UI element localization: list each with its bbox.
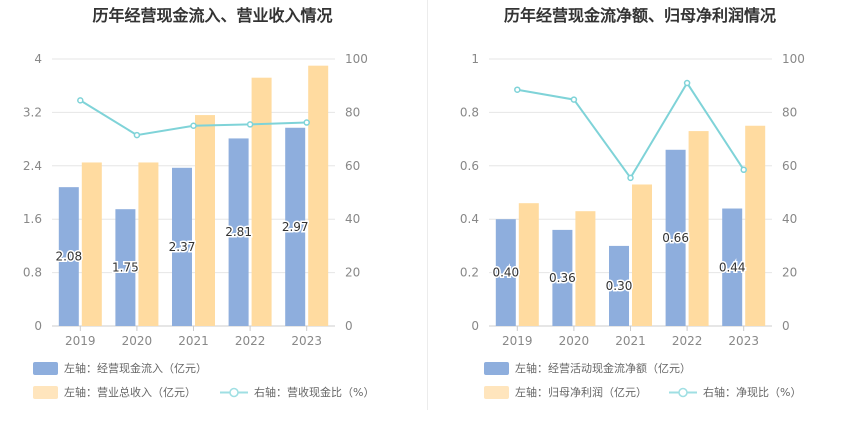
left-axis-tick-0-1: 0.8 xyxy=(23,266,42,280)
legend-right-bar2-label: 左轴：归母净利润（亿元） xyxy=(515,386,647,399)
bar-0-series0-2022 xyxy=(228,138,249,326)
left-axis-tick-1-0: 0 xyxy=(471,319,479,333)
bar-0-series1-2020 xyxy=(138,162,159,326)
line-point-1-0 xyxy=(514,86,521,93)
x-axis-label-1-0: 2019 xyxy=(502,334,533,348)
legend-left-line-swatch xyxy=(220,387,248,397)
line-point-0-0 xyxy=(77,97,84,104)
bar-0-series1-2019 xyxy=(81,162,102,326)
line-series-1 xyxy=(517,81,745,180)
x-axis-label-0-1: 2020 xyxy=(122,334,153,348)
left-axis-tick-0-2: 1.6 xyxy=(23,212,42,226)
bar-0-series0-2019 xyxy=(58,187,79,326)
data-label-1-0: 0.40 xyxy=(492,266,519,280)
line-point-0-3 xyxy=(246,121,254,128)
bar-1-series0-2023 xyxy=(722,208,743,326)
left-axis-tick-1-5: 1 xyxy=(471,52,479,66)
bar-0-series0-2020 xyxy=(115,209,136,326)
chart-title-left: 历年经营现金流入、营业收入情况 xyxy=(92,6,333,25)
x-axis-label-0-4: 2023 xyxy=(291,334,322,348)
line-point-1-1 xyxy=(570,96,578,103)
x-axis-label-0-3: 2022 xyxy=(235,334,266,348)
bar-1-series1-2020 xyxy=(575,211,596,326)
panel-divider xyxy=(427,0,428,410)
data-label-0-0: 2.08 xyxy=(55,250,82,264)
line-point-0-4 xyxy=(303,119,310,126)
right-axis-tick-0-4: 80 xyxy=(345,105,360,119)
line-point-1-3 xyxy=(683,79,691,87)
legend-right-bar1-label: 左轴：经营活动现金流净额（亿元） xyxy=(515,362,691,375)
legend-left-bar2-swatch xyxy=(33,385,58,399)
bar-1-series0-2022 xyxy=(665,149,686,326)
right-axis-tick-1-4: 80 xyxy=(782,105,797,119)
bar-1-series1-2022 xyxy=(688,131,709,326)
bar-1-series0-2020 xyxy=(552,229,573,326)
right-axis-tick-0-2: 40 xyxy=(345,212,360,226)
legend-right-line[interactable]: 右轴：净现比（%） xyxy=(669,384,801,400)
legend-left-bar1-label: 左轴：经营现金流入（亿元） xyxy=(64,362,207,375)
right-axis-tick-1-3: 60 xyxy=(782,159,797,173)
right-axis-tick-1-0: 0 xyxy=(782,319,790,333)
bar-1-series1-2023 xyxy=(745,125,766,326)
legend-right-bar2[interactable]: 左轴：归母净利润（亿元） xyxy=(484,384,647,400)
x-axis-label-1-2: 2021 xyxy=(615,334,646,348)
line-point-1-4 xyxy=(740,166,747,174)
left-axis-tick-1-2: 0.4 xyxy=(460,212,479,226)
legend-left-bar2[interactable]: 左轴：营业总收入（亿元） xyxy=(33,384,196,400)
data-label-1-1: 0.36 xyxy=(549,271,576,285)
right-axis-tick-1-5: 100 xyxy=(782,52,805,66)
data-label-0-4: 2.97 xyxy=(282,220,309,234)
left-axis-tick-0-3: 2.4 xyxy=(23,159,42,173)
left-axis-tick-0-0: 0 xyxy=(34,319,42,333)
left-axis-tick-1-3: 0.6 xyxy=(460,159,479,173)
legend-right-bar1[interactable]: 左轴：经营活动现金流净额（亿元） xyxy=(484,360,691,376)
bar-1-series0-2021 xyxy=(609,245,629,326)
legend-left-bar1-swatch xyxy=(33,361,58,375)
right-axis-tick-0-1: 20 xyxy=(345,266,360,280)
left-axis-tick-1-4: 0.8 xyxy=(460,105,479,119)
legend-right-line-label: 右轴：净现比（%） xyxy=(703,386,802,399)
right-axis-tick-0-5: 100 xyxy=(345,52,368,66)
bar-1-series0-2019 xyxy=(495,219,516,326)
chart-title-right: 历年经营现金流净额、归母净利润情况 xyxy=(503,6,776,25)
right-axis-tick-0-0: 0 xyxy=(345,319,353,333)
legend-right-bar2-swatch xyxy=(484,385,509,399)
bar-1-series1-2021 xyxy=(632,184,652,326)
bar-0-series1-2021 xyxy=(195,115,215,326)
legend-left-line[interactable]: 右轴：营收现金比（%） xyxy=(220,384,374,400)
data-label-1-3: 0.66 xyxy=(662,231,689,245)
right-axis-tick-1-1: 20 xyxy=(782,266,797,280)
legend-left-bar1[interactable]: 左轴：经营现金流入（亿元） xyxy=(33,360,207,376)
left-axis-tick-1-1: 0.2 xyxy=(460,266,479,280)
left-axis-tick-0-4: 3.2 xyxy=(23,105,42,119)
data-label-0-3: 2.81 xyxy=(225,225,252,239)
data-label-1-2: 0.30 xyxy=(606,279,633,293)
left-axis-tick-0-5: 4 xyxy=(34,52,42,66)
data-label-0-2: 2.37 xyxy=(169,240,196,254)
bar-0-series0-2023 xyxy=(285,127,306,326)
x-axis-label-1-4: 2023 xyxy=(728,334,759,348)
line-point-0-1 xyxy=(133,131,141,139)
legend-left-line-label: 右轴：营收现金比（%） xyxy=(254,386,375,399)
right-axis-tick-1-2: 40 xyxy=(782,212,797,226)
x-axis-label-1-1: 2020 xyxy=(559,334,590,348)
line-point-1-2 xyxy=(627,174,634,182)
x-axis-label-0-2: 2021 xyxy=(178,334,209,348)
legend-right-line-swatch xyxy=(669,387,697,397)
data-label-0-1: 1.75 xyxy=(112,261,139,275)
x-axis-label-1-3: 2022 xyxy=(672,334,703,348)
right-axis-tick-0-3: 60 xyxy=(345,159,360,173)
bar-1-series1-2019 xyxy=(518,203,539,326)
legend-left-bar2-label: 左轴：营业总收入（亿元） xyxy=(64,386,196,399)
bar-0-series1-2022 xyxy=(251,77,272,326)
data-label-1-4: 0.44 xyxy=(719,260,746,274)
legend-right-bar1-swatch xyxy=(484,361,509,375)
bar-0-series1-2023 xyxy=(308,65,329,327)
bar-0-series0-2021 xyxy=(172,167,192,326)
line-point-0-2 xyxy=(190,122,197,129)
line-series-0 xyxy=(79,99,307,137)
x-axis-label-0-0: 2019 xyxy=(65,334,96,348)
